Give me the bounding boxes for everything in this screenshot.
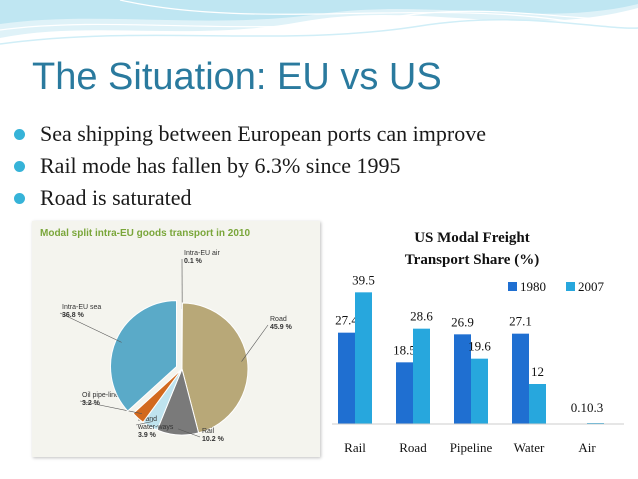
- bullet-text: Rail mode has fallen by 6.3% since 1995: [40, 153, 401, 178]
- bar: [355, 292, 372, 424]
- slice-label: water-ways: [137, 424, 174, 431]
- data-label: 28.6: [410, 309, 433, 324]
- pie-slice: [181, 302, 249, 434]
- legend-swatch: [508, 282, 517, 291]
- legend-label: 2007: [578, 279, 605, 294]
- data-label: 0.10.3: [571, 400, 604, 415]
- bullet-item: Sea shipping between European ports can …: [14, 118, 486, 150]
- bar: [454, 334, 471, 424]
- bullet-list: Sea shipping between European ports can …: [14, 118, 486, 214]
- bar: [413, 328, 430, 424]
- slice-label: Road: [270, 316, 287, 323]
- bullet-text: Sea shipping between European ports can …: [40, 121, 486, 146]
- slice-value-label: 36.8 %: [62, 312, 85, 319]
- data-label: 39.5: [352, 272, 375, 287]
- header-wave-decoration: [0, 0, 638, 45]
- eu-pie-chart-panel: Modal split intra-EU goods transport in …: [32, 221, 320, 457]
- bullet-item: Rail mode has fallen by 6.3% since 1995: [14, 150, 486, 182]
- data-label: 19.6: [468, 339, 491, 354]
- data-label: 26.9: [451, 314, 474, 329]
- slice-value-label: 3.2 %: [82, 400, 101, 407]
- data-label: 27.4: [335, 313, 358, 328]
- leader-line: [241, 324, 269, 362]
- slice-value-label: 3.9 %: [138, 432, 157, 439]
- leader-line: [177, 428, 201, 438]
- bar: [396, 362, 413, 424]
- us-chart-title: Transport Share (%): [405, 252, 539, 268]
- slide-title: The Situation: EU vs US: [32, 56, 442, 98]
- slice-label: Rail: [202, 428, 215, 435]
- slice-value-label: 10.2 %: [202, 436, 225, 443]
- category-label: Air: [578, 440, 596, 455]
- legend-label: 1980: [520, 279, 546, 294]
- bar: [338, 332, 355, 424]
- data-label: 18.5: [393, 342, 416, 357]
- bullet-icon: [14, 129, 25, 140]
- pie-slice: [132, 368, 183, 423]
- us-bar-chart: US Modal Freight Transport Share (%) 1980 2…: [332, 230, 624, 455]
- slice-value-label: 45.9 %: [270, 324, 293, 331]
- bullet-text: Road is saturated: [40, 185, 192, 210]
- leader-line: [59, 312, 122, 343]
- eu-chart-title: Modal split intra-EU goods transport in …: [40, 228, 251, 239]
- category-label: Water: [514, 440, 545, 455]
- bar: [471, 358, 488, 424]
- slice-label: Intra-EU air: [184, 250, 220, 257]
- leader-line: [135, 421, 153, 426]
- bar: [529, 384, 546, 424]
- category-label: Rail: [344, 440, 366, 455]
- category-label: Road: [399, 440, 427, 455]
- bullet-icon: [14, 161, 25, 172]
- leader-line: [79, 400, 142, 414]
- category-label: Pipeline: [450, 440, 493, 455]
- us-chart-title: US Modal Freight: [414, 230, 530, 246]
- slice-label: Inland: [138, 416, 157, 423]
- bullet-icon: [14, 193, 25, 204]
- data-label: 27.1: [509, 314, 532, 329]
- bullet-item: Road is saturated: [14, 182, 486, 214]
- legend-swatch: [566, 282, 575, 291]
- slice-label: Oil pipe-lines: [82, 392, 123, 399]
- slice-value-label: 0.1 %: [184, 258, 203, 265]
- slice-label: Intra-EU sea: [62, 304, 101, 311]
- bar: [512, 333, 529, 424]
- data-label: 12: [531, 364, 544, 379]
